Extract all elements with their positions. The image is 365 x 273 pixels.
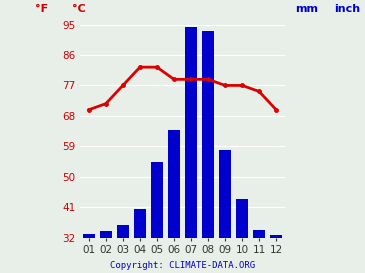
- Bar: [185, 26, 197, 238]
- Text: inch: inch: [334, 4, 360, 14]
- Bar: [134, 209, 146, 238]
- Bar: [117, 225, 129, 238]
- Bar: [253, 230, 265, 238]
- Bar: [100, 232, 112, 238]
- Bar: [270, 236, 282, 238]
- Text: °F: °F: [35, 4, 49, 14]
- Bar: [236, 199, 248, 238]
- Bar: [168, 130, 180, 238]
- Bar: [151, 162, 163, 238]
- Bar: [83, 234, 95, 238]
- Bar: [202, 31, 214, 238]
- Text: mm: mm: [295, 4, 318, 14]
- Text: °C: °C: [72, 4, 85, 14]
- Bar: [219, 150, 231, 238]
- Text: Copyright: CLIMATE-DATA.ORG: Copyright: CLIMATE-DATA.ORG: [110, 261, 255, 270]
